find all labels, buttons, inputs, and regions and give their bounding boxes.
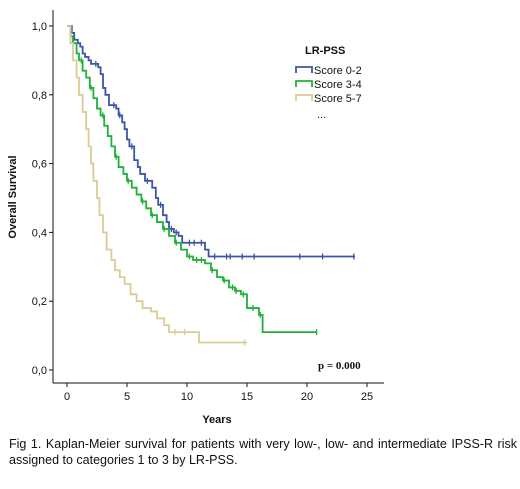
km-series-0 (67, 25, 355, 260)
x-axis: 0 5 10 15 20 25 (53, 382, 384, 403)
x-tick-label: 20 (301, 391, 313, 403)
y-tick-label: 0,2 (32, 296, 47, 308)
legend-label: Score 5-7 (314, 93, 362, 105)
x-tick-label: 15 (241, 391, 253, 403)
y-axis-title: Overall Survival (7, 155, 19, 238)
legend-swatch (295, 80, 313, 87)
legend-label: Score 0-2 (314, 65, 362, 77)
legend-swatch (295, 66, 313, 73)
survival-curve (67, 25, 355, 258)
survival-curve (67, 25, 247, 344)
legend-more: ... (317, 109, 326, 121)
legend-item: Score 5-7 (295, 93, 362, 105)
km-series-1 (67, 25, 318, 336)
km-series-2 (67, 25, 247, 346)
legend-title: LR-PSS (305, 45, 345, 57)
legend-label: Score 3-4 (314, 79, 362, 91)
y-tick-label: 0,8 (32, 90, 47, 102)
x-tick-label: 25 (361, 391, 373, 403)
x-tick-label: 0 (64, 391, 70, 403)
x-axis-title: Years (202, 414, 231, 426)
survival-curve (67, 25, 317, 334)
plot-area (67, 25, 355, 346)
legend-item: Score 0-2 (295, 65, 362, 77)
y-tick-label: 0,6 (32, 159, 47, 171)
legend-item: Score 3-4 (295, 79, 362, 91)
y-axis: 0,0 0,2 0,4 0,6 0,8 1,0 (32, 10, 54, 383)
figure-caption: Fig 1. Kaplan-Meier survival for patient… (9, 437, 517, 467)
x-tick-label: 5 (124, 391, 130, 403)
legend: LR-PSS Score 0-2 Score 3-4 Score 5-7 ... (295, 45, 362, 121)
y-tick-label: 1,0 (32, 21, 47, 33)
kaplan-meier-chart: 0 5 10 15 20 25 0,0 0,2 0,4 0,6 0,8 1,0 Years Over… (7, 10, 384, 426)
x-tick-label: 10 (181, 391, 193, 403)
y-tick-label: 0,0 (32, 365, 47, 377)
legend-swatch (295, 94, 313, 101)
y-tick-label: 0,4 (32, 227, 47, 239)
p-value-annotation: p = 0.000 (318, 360, 361, 372)
